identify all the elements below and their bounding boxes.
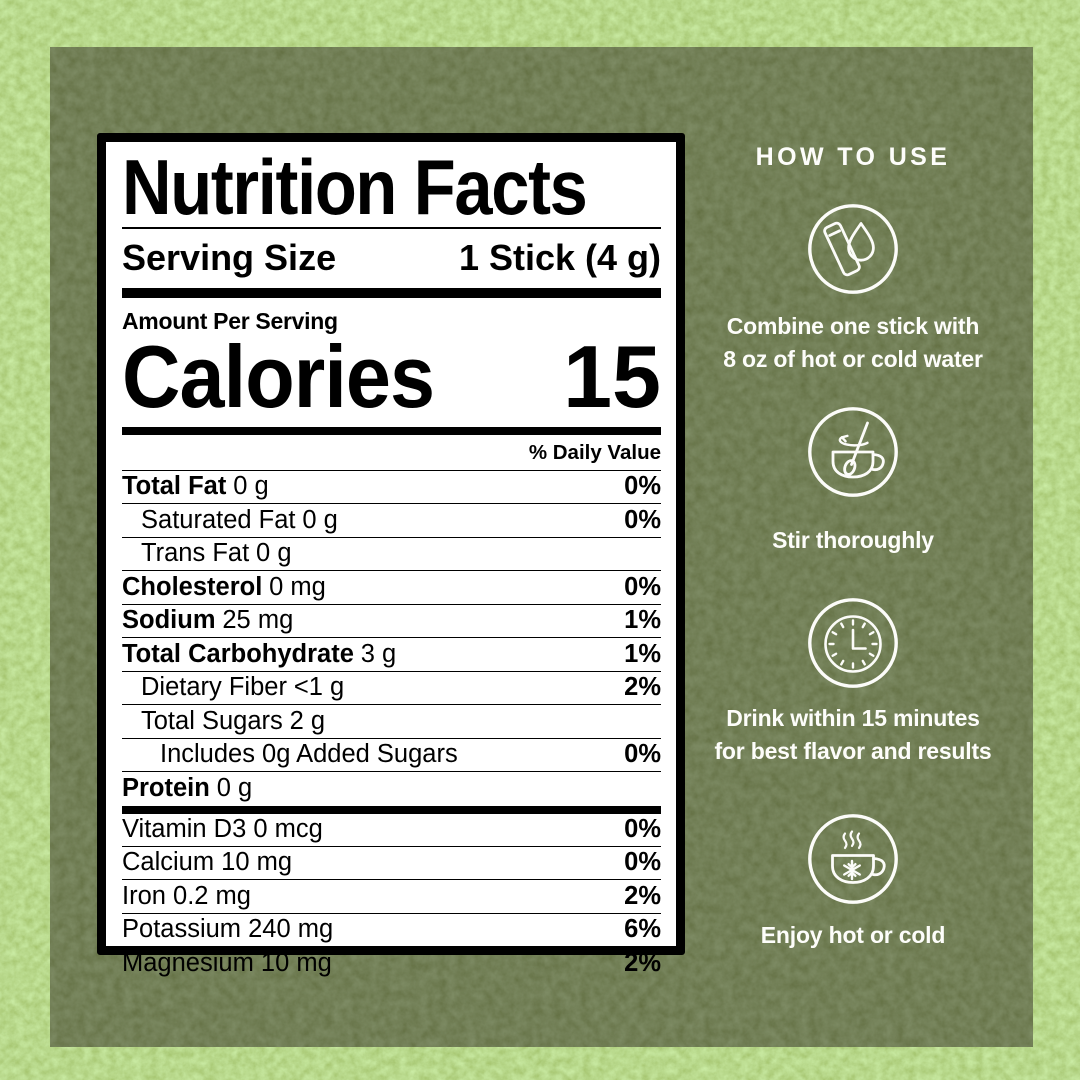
vitamin-row: Calcium 10 mg 0% <box>122 847 661 881</box>
nutrient-row: Saturated Fat 0 g 0% <box>122 504 661 538</box>
calories-value: 15 <box>563 327 661 427</box>
hot-cold-cup-icon <box>807 813 899 905</box>
step-3-line-1: Drink within 15 minutes <box>726 705 980 731</box>
calories-row: Calories 15 <box>122 327 661 427</box>
nutrient-daily-value: 0% <box>624 740 661 769</box>
nutrient-name-amount: Total Carbohydrate 3 g <box>122 639 397 668</box>
nutrition-facts-label: Nutrition Facts Serving Size 1 Stick (4 … <box>97 133 685 976</box>
nutrient-row: Includes 0g Added Sugars 0% <box>122 739 661 773</box>
nutrient-row: Total Fat 0 g 0% <box>122 471 661 505</box>
vitamin-name-amount: Iron 0.2 mg <box>122 881 251 910</box>
nutrient-rows: Total Fat 0 g 0% Saturated Fat 0 g 0% Tran… <box>122 471 661 806</box>
nutrient-daily-value: 0% <box>624 505 661 534</box>
calories-label: Calories <box>122 327 435 427</box>
how-to-use-heading: HOW TO USE <box>755 143 951 171</box>
step-1-line-1: Combine one stick with <box>726 313 980 339</box>
step-3-line-2: for best flavor and results <box>714 737 992 764</box>
nutrient-row: Total Sugars 2 g <box>122 705 661 739</box>
thick-divider <box>122 288 661 299</box>
nutrient-name-amount: Includes 0g Added Sugars <box>160 740 458 769</box>
title-divider <box>122 227 661 230</box>
vitamin-row: Iron 0.2 mg 2% <box>122 880 661 914</box>
step-1-line-2: 8 oz of hot or cold water <box>723 345 983 372</box>
nutrient-name-amount: Total Fat 0 g <box>122 472 269 501</box>
nutrient-row: Protein 0 g <box>122 772 661 806</box>
stick-water-icon <box>807 203 899 295</box>
vitamin-daily-value: 0% <box>624 815 661 844</box>
vitamin-row: Vitamin D3 0 mcg 0% <box>122 814 661 847</box>
nutrient-name-amount: Trans Fat 0 g <box>141 539 292 568</box>
thick-divider <box>122 805 661 814</box>
nutrient-daily-value: 0% <box>624 572 661 601</box>
step-4-caption: Enjoy hot or cold <box>688 919 1018 952</box>
vitamin-row: Potassium 240 mg 6% <box>122 914 661 948</box>
nutrient-name-amount: Saturated Fat 0 g <box>141 505 338 534</box>
nutrient-row: Total Carbohydrate 3 g 1% <box>122 638 661 672</box>
nutrient-daily-value: 2% <box>624 673 661 702</box>
nutrient-row: Cholesterol 0 mg 0% <box>122 571 661 605</box>
nutrient-name-amount: Protein 0 g <box>122 774 253 803</box>
nutrient-name-amount: Sodium 25 mg <box>122 606 294 635</box>
vitamin-row: Magnesium 10 mg 2% <box>122 947 661 980</box>
nutrient-name-amount: Total Sugars 2 g <box>141 706 326 735</box>
nutrient-daily-value: 1% <box>624 639 661 668</box>
vitamin-rows: Vitamin D3 0 mcg 0% Calcium 10 mg 0% Iro… <box>122 814 661 981</box>
vitamin-name-amount: Vitamin D3 0 mcg <box>122 815 323 844</box>
serving-size-label: Serving Size <box>122 237 337 279</box>
amount-per-serving-label: Amount Per Serving <box>122 308 338 335</box>
clock-icon <box>807 597 899 689</box>
nutrient-daily-value: 0% <box>624 472 661 501</box>
vitamin-name-amount: Calcium 10 mg <box>122 848 293 877</box>
nutrient-daily-value: 1% <box>624 606 661 635</box>
nutrient-name-amount: Cholesterol 0 mg <box>122 572 326 601</box>
daily-value-header: % Daily Value <box>122 435 661 471</box>
vitamin-daily-value: 6% <box>624 915 661 944</box>
serving-size-row: Serving Size 1 Stick (4 g) <box>122 229 661 288</box>
nutrient-name-amount: Dietary Fiber <1 g <box>141 673 345 702</box>
vitamin-daily-value: 2% <box>624 949 661 978</box>
nutrient-row: Dietary Fiber <1 g 2% <box>122 672 661 706</box>
step-1-caption: Combine one stick with 8 oz of hot or co… <box>688 310 1018 375</box>
vitamin-daily-value: 0% <box>624 848 661 877</box>
vitamin-name-amount: Magnesium 10 mg <box>122 949 332 978</box>
step-4-line-1: Enjoy hot or cold <box>760 922 946 948</box>
step-3-caption: Drink within 15 minutes for best flavor … <box>688 702 1018 767</box>
step-2-line-1: Stir thoroughly <box>772 527 934 553</box>
nutrient-row: Trans Fat 0 g <box>122 538 661 572</box>
step-2-caption: Stir thoroughly <box>688 524 1018 557</box>
vitamin-daily-value: 2% <box>624 881 661 910</box>
nutrient-row: Sodium 25 mg 1% <box>122 605 661 639</box>
label-title: Nutrition Facts <box>122 143 588 231</box>
stir-cup-icon <box>807 406 899 498</box>
serving-size-value: 1 Stick (4 g) <box>458 237 661 279</box>
thick-divider <box>122 426 661 435</box>
how-to-use-section: HOW TO USE Combine one stick with 8 oz o… <box>688 0 1018 1080</box>
vitamin-name-amount: Potassium 240 mg <box>122 915 334 944</box>
